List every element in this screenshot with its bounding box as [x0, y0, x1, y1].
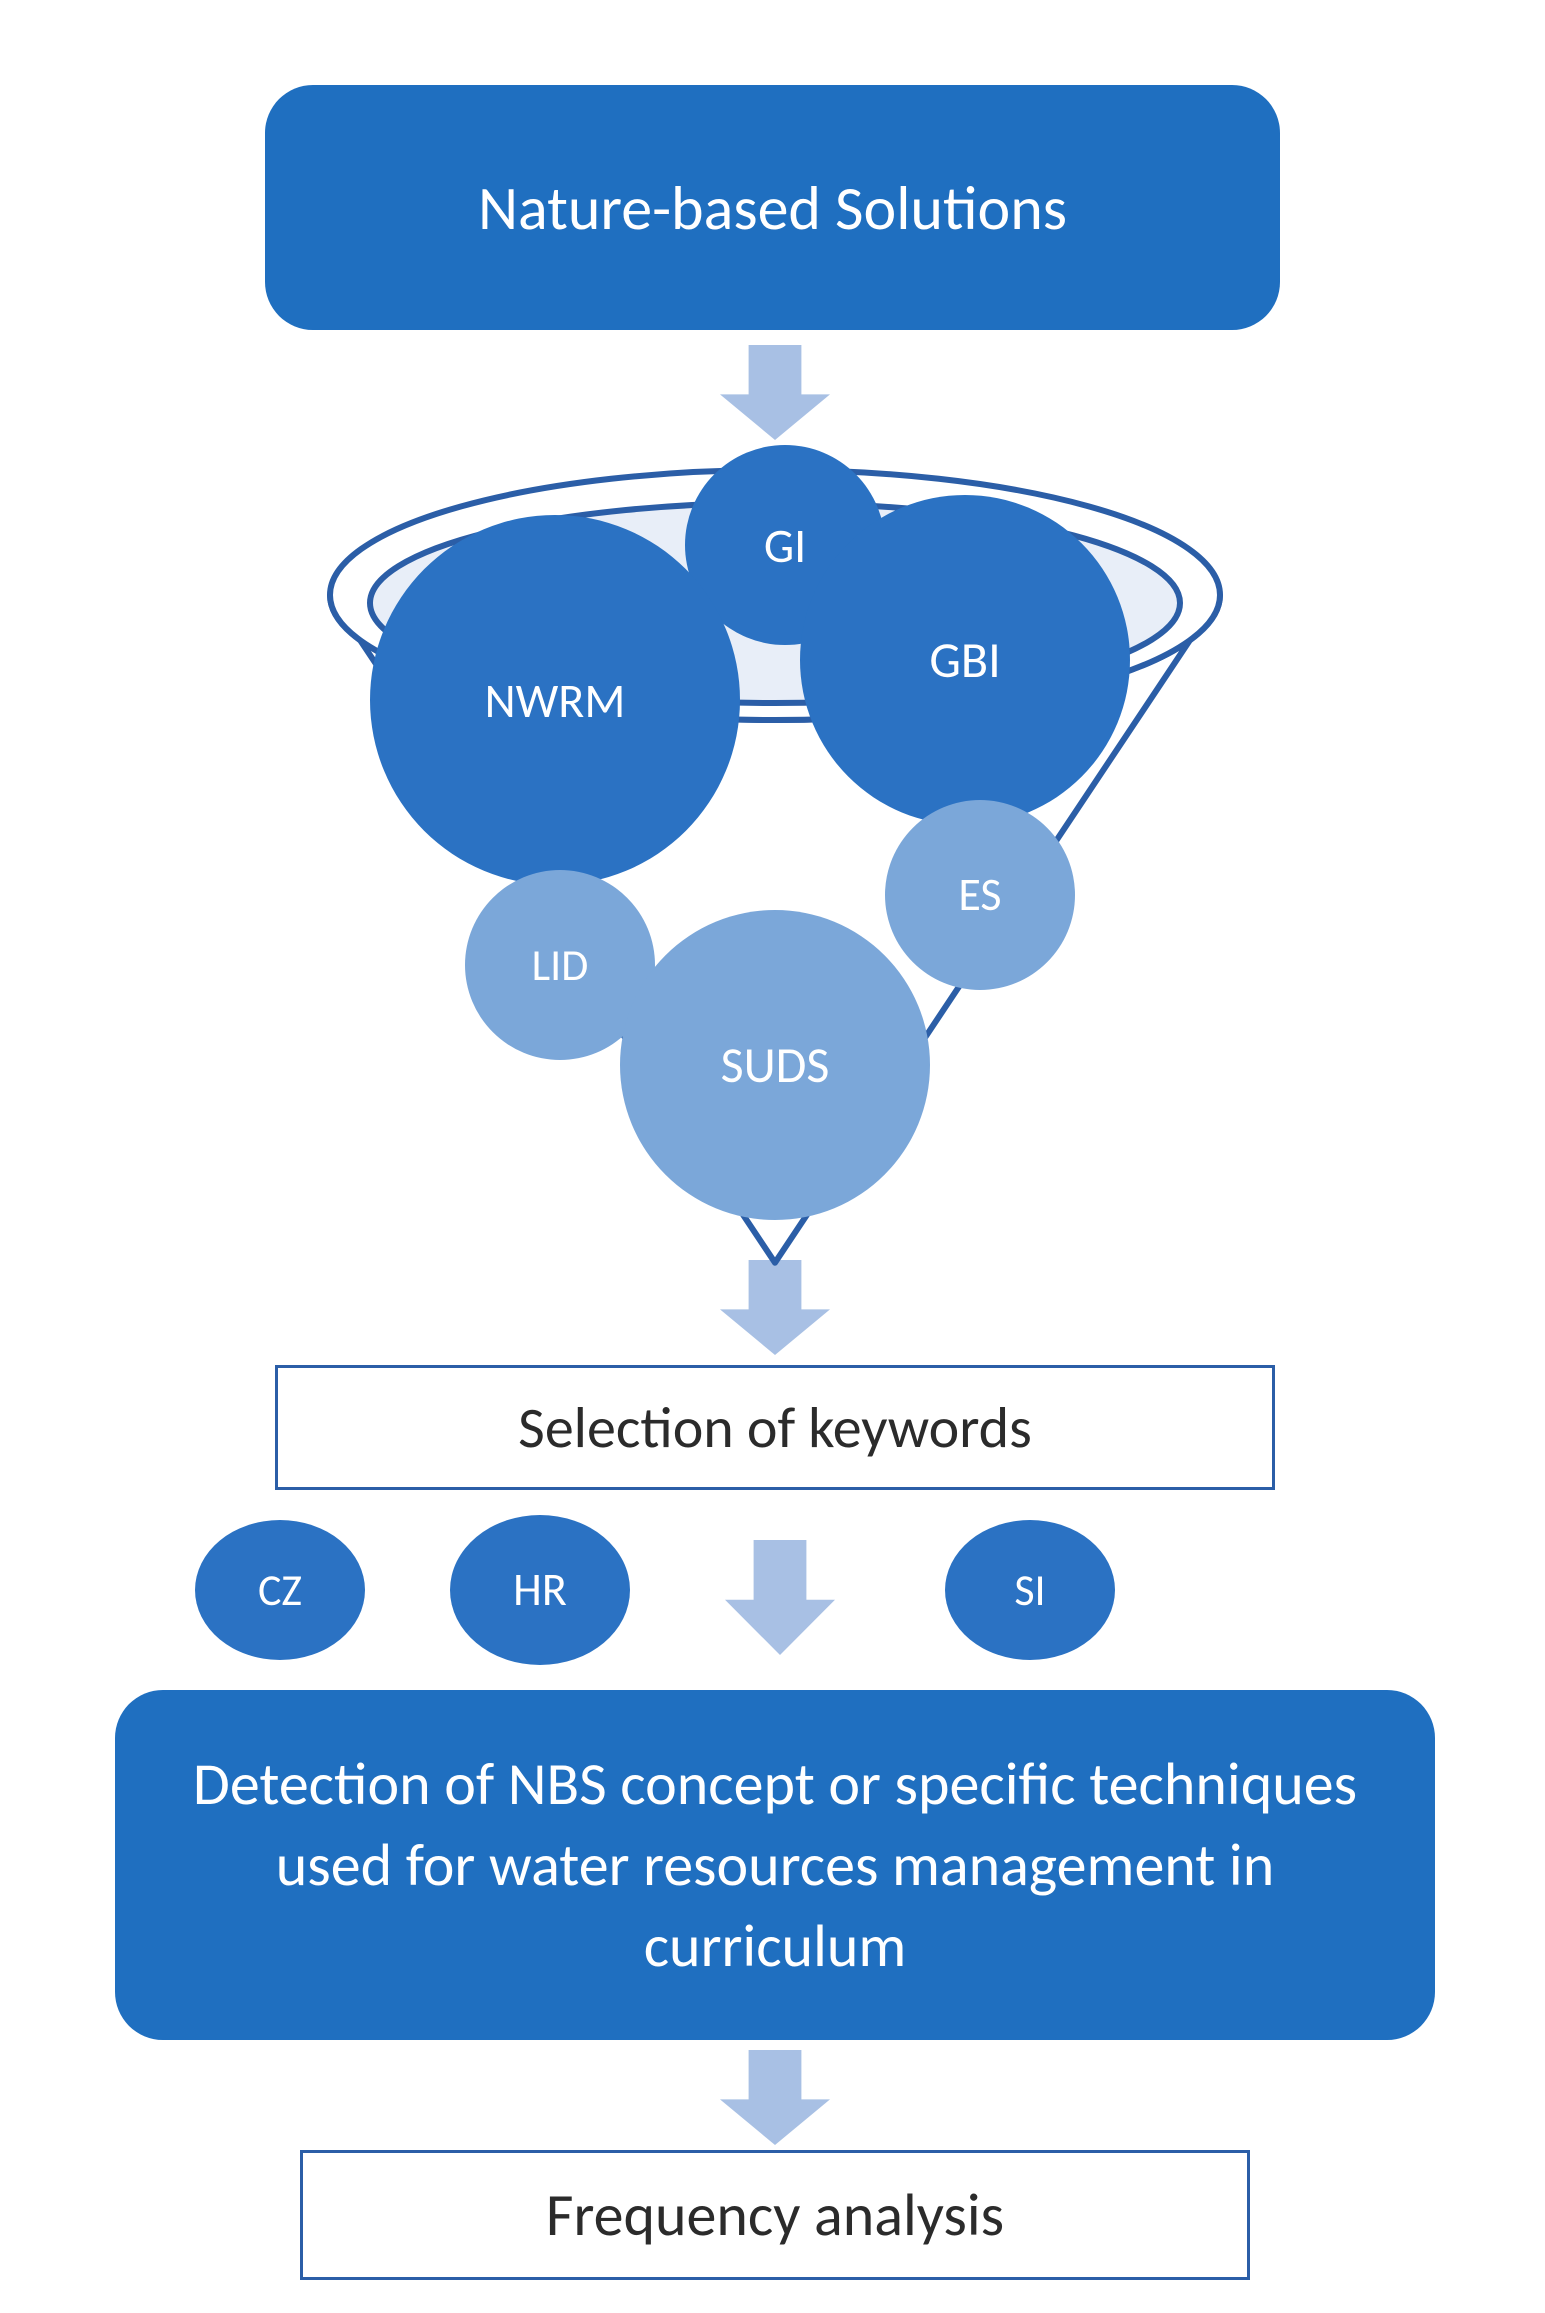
box-nature-based-solutions: Nature-based Solutions: [265, 85, 1280, 330]
box-selection-keywords: Selection of keywords: [275, 1365, 1275, 1490]
box-label: Selection of keywords: [518, 1392, 1032, 1463]
box-label: Nature-based Solutions: [478, 170, 1067, 246]
box-label: Frequency analysis: [546, 2179, 1004, 2252]
box-label: Detection of NBS concept or specific tec…: [175, 1744, 1375, 1987]
funnel-bubble-es: ES: [885, 800, 1075, 990]
country-bubble-si: SI: [945, 1520, 1115, 1660]
funnel-bubble-gbi: GBI: [800, 495, 1130, 825]
diagram-stage: Nature-based Solutions GIGBINWRMESLIDSUD…: [0, 0, 1545, 2313]
funnel-bubble-nwrm: NWRM: [370, 515, 740, 885]
country-bubble-cz: CZ: [195, 1520, 365, 1660]
country-bubble-hr: HR: [450, 1515, 630, 1665]
down-arrow-icon: [720, 2050, 830, 2145]
box-detection-nbs: Detection of NBS concept or specific tec…: [115, 1690, 1435, 2040]
box-frequency-analysis: Frequency analysis: [300, 2150, 1250, 2280]
down-arrow-icon: [720, 345, 830, 440]
funnel-bubble-suds: SUDS: [620, 910, 930, 1220]
down-arrow-icon: [725, 1540, 835, 1655]
